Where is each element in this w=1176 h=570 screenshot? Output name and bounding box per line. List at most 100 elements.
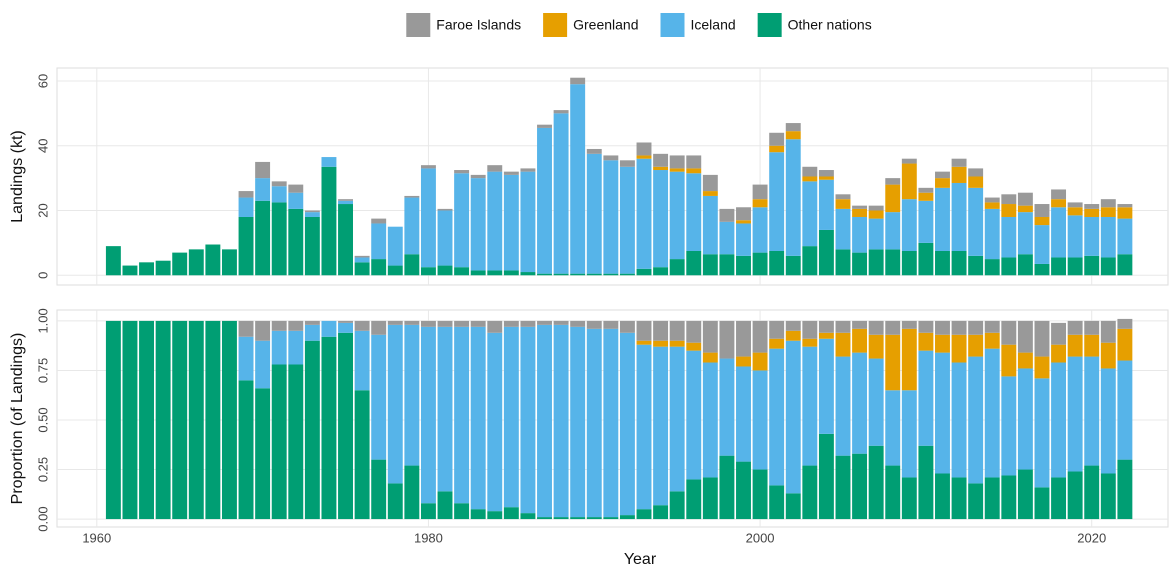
bar-segment bbox=[1067, 202, 1083, 208]
bar-segment bbox=[255, 340, 271, 389]
bar-segment bbox=[1084, 204, 1100, 209]
bar-segment bbox=[404, 324, 420, 466]
bar-segment bbox=[271, 202, 287, 276]
bar-segment bbox=[619, 515, 635, 520]
bar-segment bbox=[420, 326, 436, 504]
bar-segment bbox=[636, 320, 652, 341]
bar-segment bbox=[271, 186, 287, 203]
bar-segment bbox=[404, 465, 420, 520]
bar-segment bbox=[1051, 207, 1067, 258]
bar-segment bbox=[1017, 205, 1033, 213]
bar-segment bbox=[553, 324, 569, 518]
bar-segment bbox=[901, 390, 917, 478]
bar-segment bbox=[785, 255, 801, 276]
bar-segment bbox=[935, 352, 950, 474]
bar-segment bbox=[686, 168, 702, 174]
bar-segment bbox=[835, 332, 851, 357]
bar-segment bbox=[868, 249, 884, 276]
bar-segment bbox=[935, 320, 950, 335]
bar-segment bbox=[901, 250, 917, 276]
bar-segment bbox=[1117, 459, 1133, 520]
bar-segment bbox=[885, 465, 901, 520]
bar-segment bbox=[885, 320, 901, 335]
bar-segment bbox=[835, 208, 851, 250]
bar-segment bbox=[603, 517, 619, 520]
bar-segment bbox=[702, 352, 718, 363]
bar-segment bbox=[818, 179, 834, 230]
bar-segment bbox=[752, 207, 768, 253]
bar-segment bbox=[1117, 204, 1133, 208]
bar-segment bbox=[968, 334, 984, 357]
bar-segment bbox=[1117, 318, 1133, 329]
bar-segment bbox=[736, 461, 751, 520]
bar-segment bbox=[984, 208, 1000, 260]
bar-segment bbox=[420, 165, 436, 169]
bar-segment bbox=[470, 178, 486, 271]
bar-segment bbox=[769, 320, 785, 339]
bar-segment bbox=[619, 332, 635, 516]
bar-segment bbox=[868, 334, 884, 359]
bar-segment bbox=[1034, 356, 1050, 379]
bar-segment bbox=[669, 155, 685, 169]
bar-segment bbox=[686, 342, 702, 351]
bar-segment bbox=[951, 362, 967, 478]
bar-segment bbox=[520, 320, 536, 327]
bar-segment bbox=[852, 216, 868, 253]
bar-segment bbox=[1117, 218, 1133, 255]
bar-segment bbox=[719, 320, 735, 359]
bar-segment bbox=[304, 340, 320, 520]
bar-segment bbox=[1001, 376, 1017, 476]
bar-segment bbox=[968, 320, 984, 335]
bar-segment bbox=[371, 223, 387, 260]
bar-segment bbox=[454, 320, 470, 327]
bar-segment bbox=[719, 455, 735, 520]
bar-segment bbox=[852, 328, 868, 353]
bar-segment bbox=[1067, 207, 1083, 216]
bar-segment bbox=[487, 165, 503, 172]
bar-segment bbox=[1017, 352, 1033, 369]
bar-segment bbox=[868, 358, 884, 446]
bar-segment bbox=[603, 320, 619, 329]
bar-segment bbox=[935, 187, 950, 251]
bar-segment bbox=[470, 174, 486, 179]
bar-segment bbox=[437, 210, 453, 266]
bar-segment bbox=[619, 166, 635, 274]
bar-segment bbox=[719, 221, 735, 255]
bar-segment bbox=[570, 77, 586, 85]
bar-segment bbox=[885, 212, 901, 250]
bar-segment bbox=[669, 346, 685, 492]
bar-segment bbox=[636, 509, 652, 520]
bar-segment bbox=[669, 320, 685, 341]
bar-segment bbox=[454, 503, 470, 520]
bar-segment bbox=[255, 320, 271, 341]
bar-segment bbox=[238, 320, 254, 337]
bar-segment bbox=[918, 242, 934, 276]
bar-segment bbox=[968, 356, 984, 484]
bar-segment bbox=[354, 390, 370, 520]
bar-segment bbox=[420, 168, 436, 268]
bar-segment bbox=[172, 252, 188, 276]
bar-segment bbox=[454, 326, 470, 504]
bar-segment bbox=[984, 197, 1000, 203]
bar-segment bbox=[1034, 378, 1050, 488]
bar-segment bbox=[122, 265, 138, 276]
bar-segment bbox=[653, 320, 669, 341]
bar-segment bbox=[835, 356, 851, 456]
bar-segment bbox=[205, 244, 221, 276]
bar-segment bbox=[420, 503, 436, 520]
bar-segment bbox=[1017, 254, 1033, 276]
bar-segment bbox=[769, 338, 785, 349]
bar-segment bbox=[354, 330, 370, 391]
bar-segment bbox=[371, 320, 387, 335]
bar-segment bbox=[487, 511, 503, 520]
bar-segment bbox=[586, 517, 602, 520]
bar-segment bbox=[619, 320, 635, 333]
bar-segment bbox=[868, 205, 884, 211]
bar-segment bbox=[818, 332, 834, 339]
bar-segment bbox=[570, 326, 586, 518]
bar-segment bbox=[570, 517, 586, 520]
bar-segment bbox=[1067, 356, 1083, 472]
bar-segment bbox=[470, 509, 486, 520]
bar-segment bbox=[636, 340, 652, 345]
bar-segment bbox=[487, 171, 503, 271]
